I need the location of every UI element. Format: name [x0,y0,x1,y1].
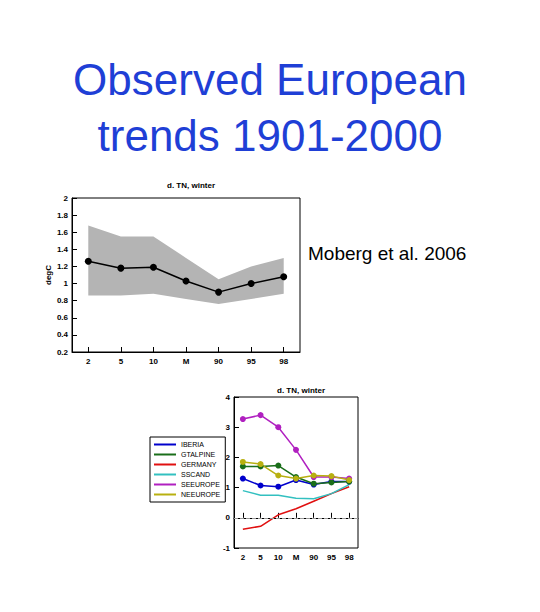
svg-text:SSCAND: SSCAND [181,471,210,478]
svg-text:NEEUROPE: NEEUROPE [181,491,221,498]
svg-text:98: 98 [279,357,288,366]
svg-text:0.6: 0.6 [57,313,69,322]
svg-text:SEEUROPE: SEEUROPE [181,481,220,488]
svg-text:95: 95 [327,553,336,562]
svg-text:0.4: 0.4 [57,330,69,339]
svg-text:0: 0 [226,513,231,522]
svg-text:2: 2 [226,453,231,462]
svg-text:4: 4 [226,393,231,402]
svg-text:d. TN, winter: d. TN, winter [167,181,215,190]
svg-text:10: 10 [274,553,283,562]
svg-text:1.6: 1.6 [57,228,69,237]
svg-text:GERMANY: GERMANY [181,461,217,468]
svg-text:2: 2 [241,553,246,562]
svg-text:1: 1 [64,279,69,288]
svg-text:95: 95 [247,357,256,366]
svg-text:0.2: 0.2 [57,348,69,357]
svg-text:d. TN, winter: d. TN, winter [277,386,325,395]
svg-text:98: 98 [345,553,354,562]
svg-text:M: M [293,553,300,562]
svg-text:1: 1 [226,483,231,492]
svg-text:90: 90 [309,553,318,562]
svg-text:1.2: 1.2 [57,262,69,271]
svg-text:M: M [183,357,190,366]
svg-text:2: 2 [64,194,69,203]
svg-text:2: 2 [86,357,91,366]
svg-text:-1: -1 [223,544,231,553]
html-text:Moberg et al. 2006: Moberg et al. 2006 [308,243,467,264]
svg-text:90: 90 [214,357,223,366]
svg-text:1.4: 1.4 [57,245,69,254]
svg-text:10: 10 [149,357,158,366]
svg-text:5: 5 [258,553,263,562]
svg-text:GTALPINE: GTALPINE [181,451,215,458]
svg-text:1.8: 1.8 [57,211,69,220]
svg-text:degC: degC [44,265,53,285]
svg-text:3: 3 [226,423,231,432]
html-text:Observed European trends 1901-: Observed European trends 1901-2000 [73,55,467,160]
svg-text:IBERIA: IBERIA [181,441,204,448]
svg-text:0.8: 0.8 [57,296,69,305]
svg-text:5: 5 [119,357,124,366]
